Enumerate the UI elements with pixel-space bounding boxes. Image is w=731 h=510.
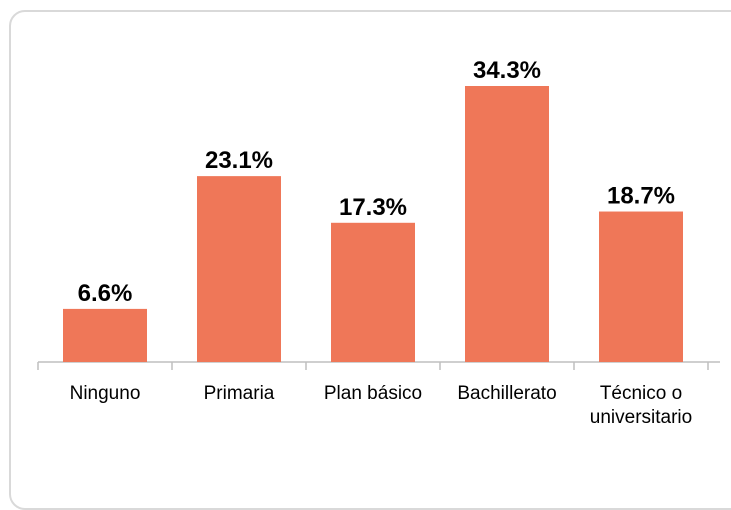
chart: 6.6% 23.1% 17.3% 34.3% 18.7% [37, 57, 720, 370]
bar [331, 222, 415, 362]
value-label: 6.6% [78, 280, 133, 307]
x-tick-label: Ninguno [69, 383, 141, 404]
value-label: 18.7% [607, 183, 675, 210]
x-tick-label: Bachillerato [457, 383, 557, 404]
bar [465, 86, 549, 362]
value-label: 17.3% [339, 194, 407, 221]
bar [599, 211, 683, 362]
value-label: 23.1% [205, 147, 273, 174]
page: 6.6%23.1%17.3%34.3%18.7% {"chart_data": … [9, 10, 731, 510]
x-tick-label: Primaria [203, 383, 275, 404]
x-tick-label: Técnico o universitario [589, 383, 693, 428]
bar [197, 176, 281, 362]
x-tick-label: Plan básico [323, 383, 423, 404]
value-label: 34.3% [473, 57, 541, 84]
bar [63, 308, 147, 362]
